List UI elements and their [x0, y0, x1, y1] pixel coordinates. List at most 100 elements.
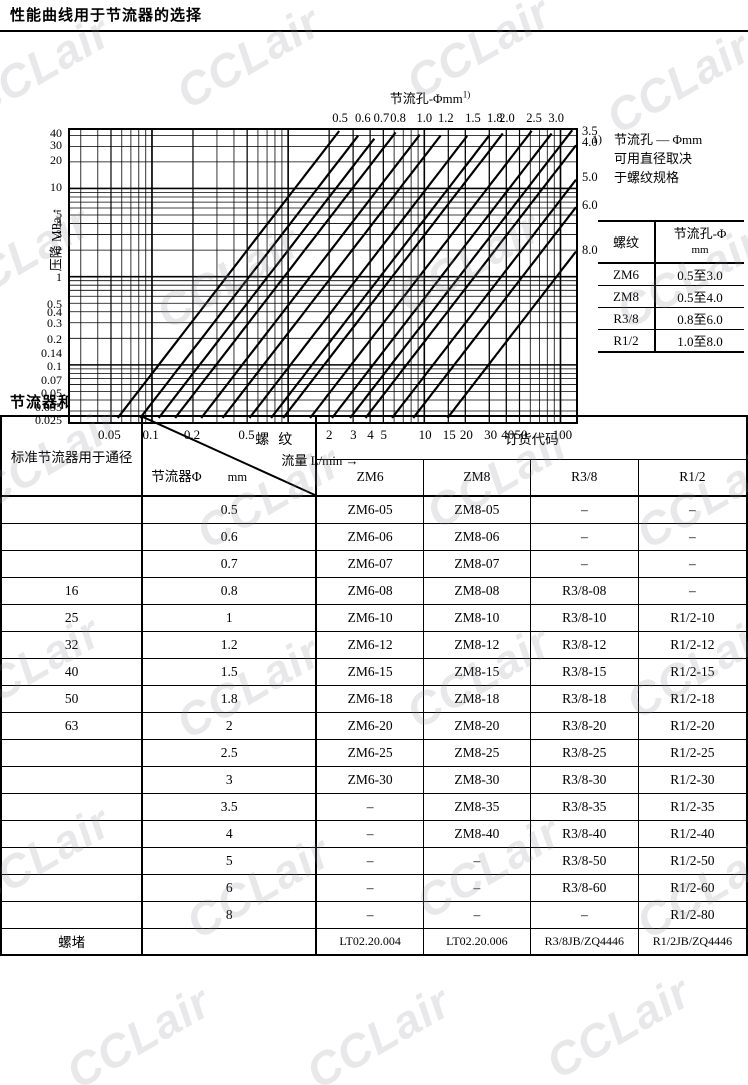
series-curve-2.0	[282, 132, 504, 419]
cell-orifice-diameter: 3.5	[141, 792, 318, 821]
y-tick-label: 0.4	[47, 305, 62, 320]
right-series-label: 8.0	[582, 243, 598, 258]
cell-order-code: ZM8-15	[422, 657, 531, 686]
y-tick-label: 0.035	[35, 399, 62, 414]
cell-order-code: R1/2-12	[637, 630, 748, 659]
cell-orifice-diameter: 4	[141, 819, 318, 848]
cell-bore-size: 16	[0, 576, 143, 605]
chart-top-title: 节流孔-Φmm1)	[389, 89, 471, 106]
table-row: 40 1.5 ZM6-15 ZM8-15 R3/8-15 R1/2-15	[0, 657, 748, 686]
cell-orifice-diameter	[141, 927, 318, 956]
cell-order-code: R1/2-25	[637, 738, 748, 767]
cell-order-code: R3/8-35	[529, 792, 639, 821]
table-row: 螺堵 LT02.20.004 LT02.20.006 R3/8JB/ZQ4446 R1/…	[0, 927, 748, 956]
series-curve-6.0	[412, 206, 576, 419]
y-tick-label: 0.2	[47, 332, 62, 347]
series-curve-4.0	[364, 144, 576, 419]
y-tick-label: 0.5	[47, 296, 62, 311]
cell-order-code: R1/2-60	[637, 873, 748, 902]
footnote-thread-table: 螺纹 节流孔-Φ mm ZM6 0.5至3.0 ZM8 0.5至4.0 R3/8 0.8至6.0…	[598, 220, 744, 353]
cell-order-code: –	[315, 819, 424, 848]
chart-gridlines	[70, 130, 576, 422]
cell-bore-size	[0, 900, 143, 929]
series-curve-1.2	[221, 134, 442, 419]
cell-order-code: ZM8-40	[422, 819, 531, 848]
y-tick-label: 1	[56, 269, 62, 284]
top-series-label: 2.5	[526, 111, 542, 125]
cell-order-code: R3/8-20	[529, 711, 639, 740]
cell-order-code: R3/8JB/ZQ4446	[529, 927, 639, 956]
cell-orifice-diameter: 0.6	[141, 522, 318, 551]
cell-order-code: ZM8-25	[422, 738, 531, 767]
cell-order-code: R3/8-12	[529, 630, 639, 659]
series-curve-8.0	[446, 250, 576, 419]
cell-order-code: LT02.20.006	[422, 927, 531, 956]
cell-bore-size	[0, 792, 143, 821]
cell-order-code: –	[529, 900, 639, 929]
y-tick-label: 10	[50, 180, 62, 195]
cell-bore-size: 25	[0, 603, 143, 632]
cell-bore-size	[0, 765, 143, 794]
cell-order-code: R1/2-18	[637, 684, 748, 713]
cell-bore-size: 32	[0, 630, 143, 659]
right-series-label: 6.0	[582, 198, 598, 213]
cell-orifice-diameter: 0.7	[141, 549, 318, 578]
cell-order-code: ZM6-10	[315, 603, 424, 632]
cell-bore-size	[0, 738, 143, 767]
right-series-label: 3.5	[582, 124, 598, 138]
footnote-header-thread: 螺纹	[598, 220, 656, 263]
footnote-table-header-row: 螺纹 节流孔-Φ mm	[598, 220, 744, 263]
series-curve-2.5	[309, 130, 533, 419]
footnote-header-orifice: 节流孔-Φ mm	[655, 220, 744, 263]
y-tick-label: 0.3	[47, 316, 62, 331]
y-tick-label: 30	[50, 137, 62, 152]
top-series-label: 1.2	[438, 111, 454, 125]
table-row: 63 2 ZM6-20 ZM8-20 R3/8-20 R1/2-20	[0, 711, 748, 740]
footnote-line: 节流孔 — Φmm	[614, 132, 703, 147]
header-orifice-label: 节流器Φ mm	[151, 469, 248, 484]
top-series-label: 0.7	[373, 111, 390, 125]
cell-order-code: –	[529, 495, 639, 524]
series-curve-1.0	[200, 134, 421, 419]
cell-order-code: LT02.20.004	[315, 927, 424, 956]
cell-order-code: R1/2-20	[637, 711, 748, 740]
cell-order-code: –	[422, 900, 531, 929]
cell-order-code: R1/2-50	[637, 846, 748, 875]
y-tick-label: 40	[50, 126, 62, 141]
footnote-range-value: 1.0至8.0	[655, 329, 744, 353]
cell-order-code: ZM8-20	[422, 711, 531, 740]
cell-order-code: R3/8-18	[529, 684, 639, 713]
cell-order-code: ZM6-05	[315, 495, 424, 524]
cell-order-code: –	[637, 576, 748, 605]
table-row: 32 1.2 ZM6-12 ZM8-12 R3/8-12 R1/2-12	[0, 630, 748, 659]
y-tick-label: 0.05	[41, 385, 62, 400]
cell-order-code: –	[422, 873, 531, 902]
y-tick-label: 4	[56, 215, 62, 230]
footnote-table-row: R3/8 0.8至6.0	[598, 307, 744, 330]
right-series-label: 5.0	[582, 170, 598, 185]
cell-orifice-diameter: 3	[141, 765, 318, 794]
series-curve-5.0	[391, 179, 576, 419]
series-curve-0.7	[157, 138, 376, 419]
cell-order-code: R1/2-10	[637, 603, 748, 632]
cell-order-code: R3/8-40	[529, 819, 639, 848]
cell-order-code: ZM6-12	[315, 630, 424, 659]
top-series-label: 2.0	[499, 111, 515, 125]
table-row: 3 ZM6-30 ZM8-30 R3/8-30 R1/2-30	[0, 765, 748, 794]
cell-orifice-diameter: 5	[141, 846, 318, 875]
cell-orifice-diameter: 6	[141, 873, 318, 902]
cell-order-code: ZM6-15	[315, 657, 424, 686]
cell-order-code: –	[315, 873, 424, 902]
cell-order-code: R1/2-35	[637, 792, 748, 821]
footnote-thread-value: ZM6	[598, 262, 656, 286]
top-series-label: 1.8	[486, 111, 503, 125]
cell-bore-size: 63	[0, 711, 143, 740]
code-column-header-ZM6: ZM6	[315, 458, 424, 497]
chart-section-heading: 性能曲线用于节流器的选择	[0, 0, 748, 32]
cell-orifice-diameter: 1.8	[141, 684, 318, 713]
cell-bore-size	[0, 495, 143, 524]
code-column-header-row: ZM6 ZM8 R3/8 R1/2	[1, 458, 748, 497]
table-row: 0.5 ZM6-05 ZM8-05– –	[0, 495, 748, 524]
footnote-range-value: 0.5至4.0	[655, 285, 744, 308]
diagonal-divider-line	[143, 417, 316, 495]
